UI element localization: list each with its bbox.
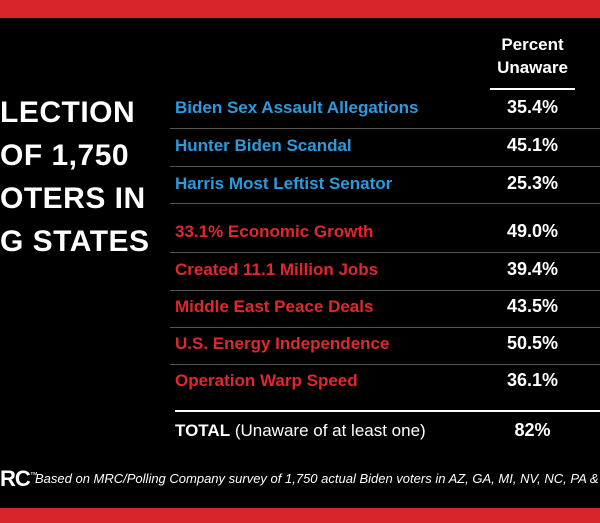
row-separator [170,252,600,253]
row-value: 49.0% [506,221,559,241]
row-separator [170,327,600,328]
header-line: Unaware [497,58,568,77]
row-value: 43.5% [506,296,559,316]
row-label: Created 11.1 Million Jobs [175,260,379,279]
bottom-bar [0,508,600,523]
row-separator [170,290,600,291]
total-value: 82% [514,420,551,440]
row-label: 33.1% Economic Growth [175,222,374,241]
row-value: 25.3% [506,173,559,193]
logo-text: RC [0,466,31,491]
row-label: Biden Sex Assault Allegations [175,98,419,117]
total-rule [175,410,600,412]
title-line: G STATES [0,225,150,258]
total-label: TOTAL (Unaware of at least one) [175,421,426,441]
total-note: (Unaware of at least one) [234,421,426,440]
row-value: 50.5% [506,333,559,353]
row-separator [170,128,600,129]
row-value: 45.1% [506,135,559,155]
trademark: ™ [29,470,38,480]
title-line: OF 1,750 [0,139,130,172]
row-label: Hunter Biden Scandal [175,136,352,155]
row-separator [170,166,600,167]
row-value: 39.4% [506,259,559,279]
row-value: 35.4% [506,97,559,117]
row-label: Harris Most Leftist Senator [175,174,393,193]
header-rule [490,88,575,90]
row-label: U.S. Energy Independence [175,334,390,353]
top-bar [0,0,600,18]
row-separator [170,203,600,204]
row-value: 36.1% [506,370,559,390]
row-separator [170,364,600,365]
title-line: LECTION [0,96,136,129]
logo: RC™ [0,466,38,492]
row-label: Middle East Peace Deals [175,297,374,316]
total-title: TOTAL [175,421,231,440]
column-header: Percent Unaware [490,33,575,79]
header-line: Percent [501,35,564,54]
title-line: OTERS IN [0,182,146,215]
source-note: Based on MRC/Polling Company survey of 1… [35,471,599,486]
row-label: Operation Warp Speed [175,371,358,390]
